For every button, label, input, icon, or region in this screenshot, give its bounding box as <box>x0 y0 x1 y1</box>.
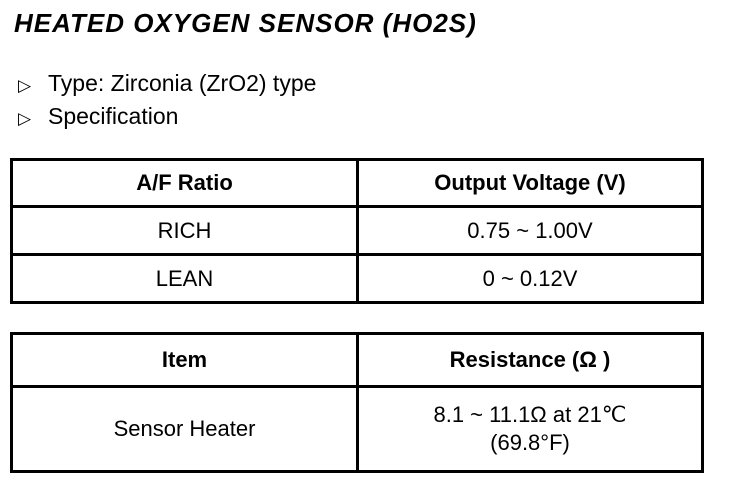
table-header-row: Item Resistance (Ω ) <box>10 332 704 388</box>
table-row: LEAN 0 ~ 0.12V <box>10 253 704 304</box>
column-header-item: Item <box>10 332 359 388</box>
table-row: Sensor Heater 8.1 ~ 11.1Ω at 21℃ (69.8°F… <box>10 385 704 473</box>
list-item: ▷ Type: Zirconia (ZrO2) type <box>18 68 316 101</box>
table-row: RICH 0.75 ~ 1.00V <box>10 205 704 256</box>
af-ratio-table: A/F Ratio Output Voltage (V) RICH 0.75 ~… <box>10 158 704 304</box>
table-header-row: A/F Ratio Output Voltage (V) <box>10 158 704 208</box>
cell-ratio: RICH <box>10 205 359 256</box>
cell-voltage: 0 ~ 0.12V <box>356 253 704 304</box>
resistance-value-line1: 8.1 ~ 11.1Ω at 21℃ <box>433 402 627 427</box>
resistance-table: Item Resistance (Ω ) Sensor Heater 8.1 ~… <box>10 332 704 473</box>
column-header-af-ratio: A/F Ratio <box>10 158 359 208</box>
cell-item: Sensor Heater <box>10 385 359 473</box>
cell-voltage: 0.75 ~ 1.00V <box>356 205 704 256</box>
cell-resistance-value: 8.1 ~ 11.1Ω at 21℃ (69.8°F) <box>356 385 704 473</box>
column-header-output-voltage: Output Voltage (V) <box>356 158 704 208</box>
resistance-value-line2: (69.8°F) <box>490 430 570 455</box>
type-text: Type: Zirconia (ZrO2) type <box>48 70 317 96</box>
page-title: HEATED OXYGEN SENSOR (HO2S) <box>14 8 477 38</box>
list-item: ▷ Specification <box>18 101 316 134</box>
specification-text: Specification <box>48 103 179 129</box>
column-header-resistance: Resistance (Ω ) <box>356 332 704 388</box>
cell-ratio: LEAN <box>10 253 359 304</box>
triangle-bullet-icon: ▷ <box>18 76 32 95</box>
bullet-list: ▷ Type: Zirconia (ZrO2) type ▷ Specifica… <box>18 68 316 134</box>
triangle-bullet-icon: ▷ <box>18 109 32 128</box>
